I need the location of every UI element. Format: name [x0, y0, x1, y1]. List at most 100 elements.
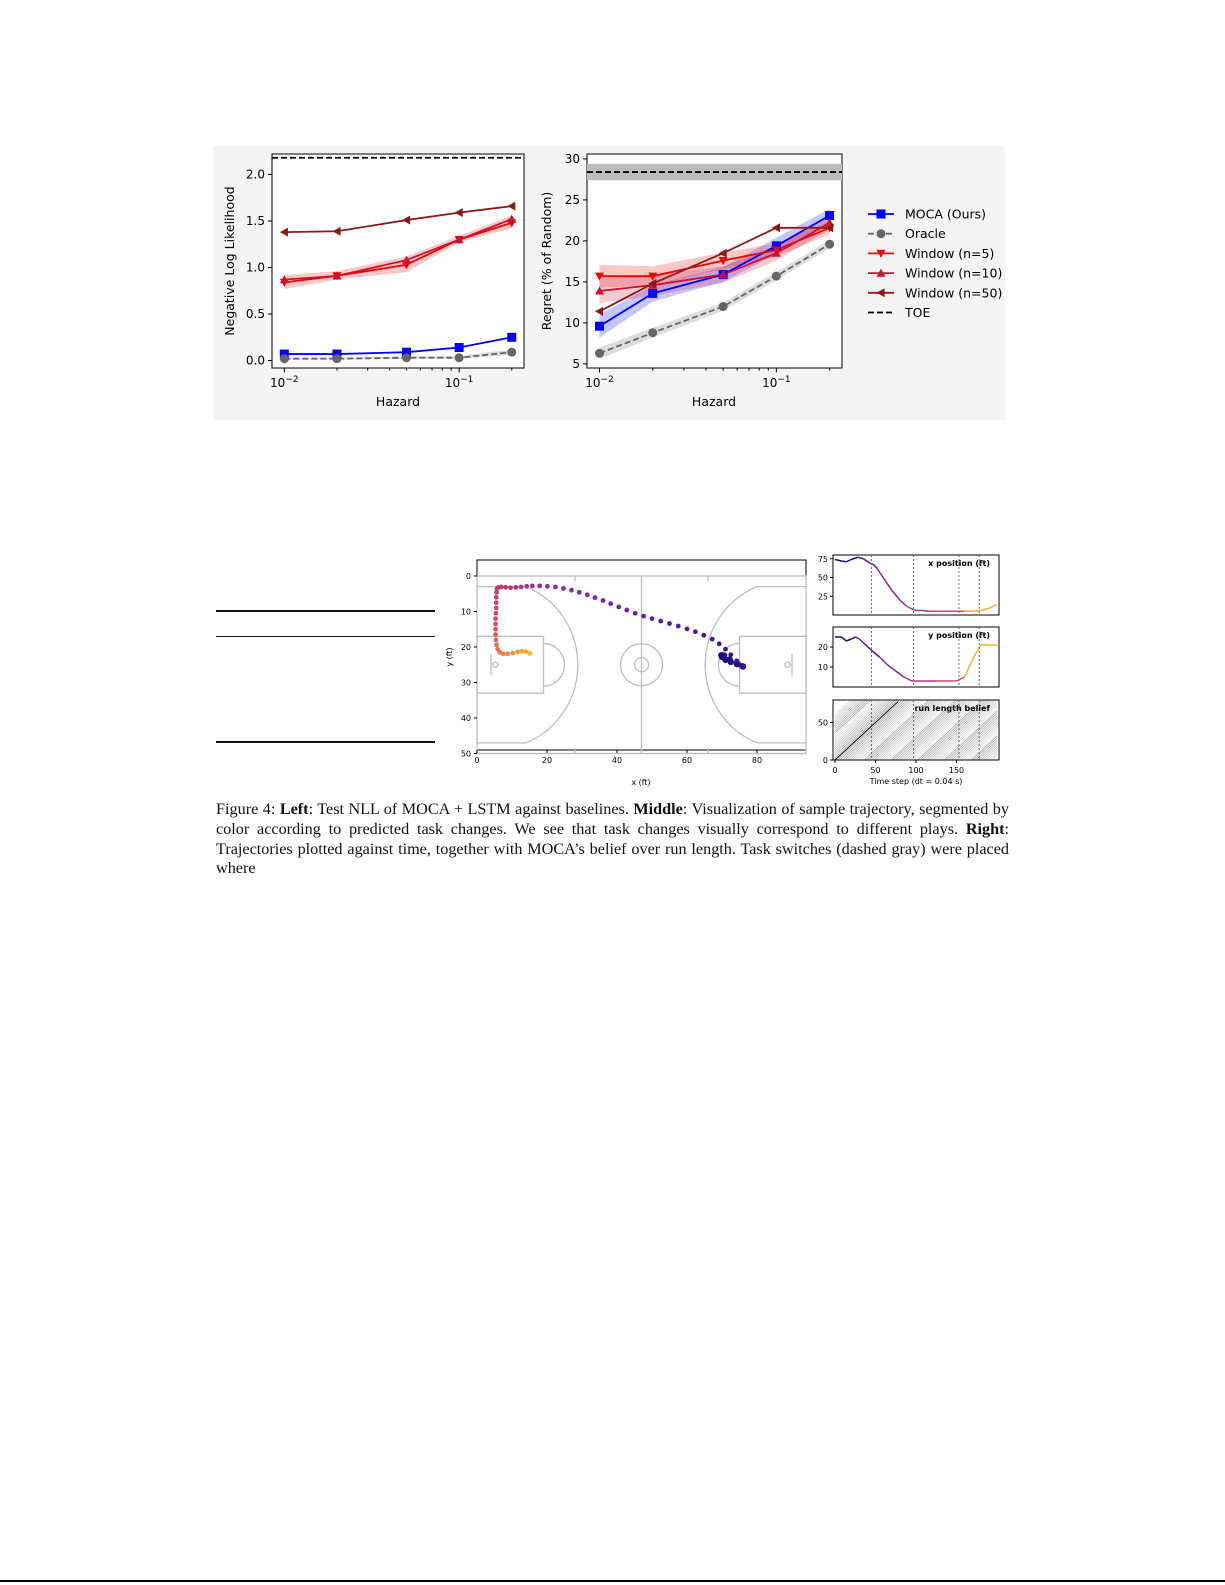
x-tick-label: 20 [542, 756, 552, 765]
belief-streak [946, 713, 998, 761]
trace-segment [876, 568, 885, 579]
trajectory-point [592, 595, 598, 601]
belief-streak [982, 746, 998, 761]
trace-segment [956, 676, 965, 682]
trajectory-point [728, 652, 734, 658]
y-tick-label: 50 [818, 574, 828, 583]
belief-streak [973, 737, 998, 761]
oracle-line [599, 243, 831, 355]
trajectory-point [600, 598, 606, 603]
right-rim [784, 661, 791, 669]
belief-streak [900, 699, 966, 761]
court-panel: 0 20 40 60 80 0 10 20 30 40 50 x (ft) y (ft) [445, 559, 807, 787]
trajectory-point [561, 586, 566, 591]
x-tick-label: 100 [908, 766, 923, 775]
trace-segment [905, 605, 913, 610]
window-n-50-point [402, 215, 411, 225]
window-n-10-point [332, 271, 342, 280]
caption-middle-text: : Visualization of sample trajectory, se… [216, 800, 1009, 838]
belief-streak [934, 701, 998, 761]
y-tick-label: 30 [565, 152, 580, 166]
trace-segment [841, 560, 847, 563]
x-tick-label: 60 [682, 756, 692, 765]
trajectory-point [510, 650, 516, 656]
belief-streak [968, 733, 998, 761]
x-tick-label: 10−1 [762, 375, 791, 390]
x-axis-label: Time step (dt = 0.04 s) [869, 777, 963, 786]
trace-segment [879, 656, 889, 666]
trajectory-point [493, 610, 499, 616]
belief-streak [834, 699, 852, 716]
center-circle [619, 643, 664, 687]
trajectory-point [519, 648, 525, 654]
belief-streak [922, 699, 988, 761]
trajectory-point [584, 592, 590, 598]
figure-caption: Figure 4: Left: Test NLL of MOCA + LSTM … [216, 800, 1009, 879]
y-axis-label: Negative Log Likelihood [222, 186, 237, 335]
trace-segment [922, 609, 929, 612]
trace-segment [834, 558, 842, 562]
window-n-5-point [718, 256, 728, 266]
trajectory-point [523, 649, 529, 655]
trace-segment [871, 650, 881, 658]
window-n-5-point [594, 272, 604, 281]
belief-streak [834, 699, 888, 750]
window-n-10-point [507, 214, 517, 223]
trace-segment [873, 564, 878, 569]
belief-streak [948, 715, 998, 761]
belief-streak [907, 699, 973, 761]
trajectory-point [608, 601, 614, 607]
belief-streak [834, 699, 881, 743]
moca-ours-band [599, 208, 830, 338]
belief-streak [834, 699, 891, 752]
trajectory-point [544, 583, 550, 589]
window-n-50-point [594, 306, 604, 316]
trajectory-point [569, 587, 574, 593]
belief-streak [846, 699, 913, 761]
panel-title: x position (ft) [928, 559, 990, 568]
moca-ours-point [771, 241, 781, 251]
y-tick-label: 10 [461, 608, 471, 617]
window-n-50-point [771, 223, 780, 233]
window-n-5-band [284, 215, 512, 289]
belief-streak [885, 699, 952, 761]
trace-segment [899, 599, 907, 607]
table-top-rule [216, 610, 435, 612]
trace-segment [972, 609, 981, 612]
nll-chart: 0.0 0.5 1.0 1.5 2.0 10−2 10−1 Hazard Negative … [222, 153, 525, 409]
trajectory-point [493, 626, 498, 632]
trace-segment [854, 636, 860, 640]
trajectory-point [632, 610, 638, 616]
belief-streak [893, 699, 959, 761]
belief-streak [912, 699, 978, 761]
y-tick-label: 0.0 [246, 354, 265, 368]
x-tick-label: 40 [612, 756, 622, 765]
belief-streak [890, 699, 956, 761]
trajectory-point [693, 629, 698, 635]
trace-segment [846, 638, 852, 642]
belief-streak [905, 699, 971, 761]
caption-left-label: Left [279, 800, 309, 818]
x-tick-label: 80 [752, 756, 762, 765]
belief-streak [919, 699, 986, 761]
window-n-50-point [507, 201, 516, 211]
moca-ours-point [332, 349, 342, 359]
bottom-figure: 0 20 40 60 80 0 10 20 30 40 50 x (ft) y (ft) 25 50 7… [445, 554, 1000, 787]
trajectory-point [675, 623, 681, 629]
trajectory-point [493, 594, 499, 600]
trace-segment [862, 558, 870, 564]
y-tick-label: 0 [823, 756, 828, 765]
belief-streak [844, 699, 910, 761]
belief-streak [961, 726, 998, 761]
belief-streak [834, 699, 886, 747]
belief-streak [851, 699, 918, 761]
belief-diagonal [834, 701, 899, 761]
regret-chart: 5 10 15 20 25 30 10−2 10−1 Hazard Regret (% of … [539, 152, 843, 409]
caption-middle-label: Middle [633, 800, 683, 818]
x-position-panel: 25 50 75 x position (ft) [818, 554, 1000, 616]
trajectory-point [493, 616, 498, 621]
belief-streak [970, 735, 998, 761]
caption-right-text: : Trajectories plotted against time, tog… [216, 819, 1009, 878]
oracle-point [648, 328, 658, 338]
belief-streak [868, 699, 935, 761]
